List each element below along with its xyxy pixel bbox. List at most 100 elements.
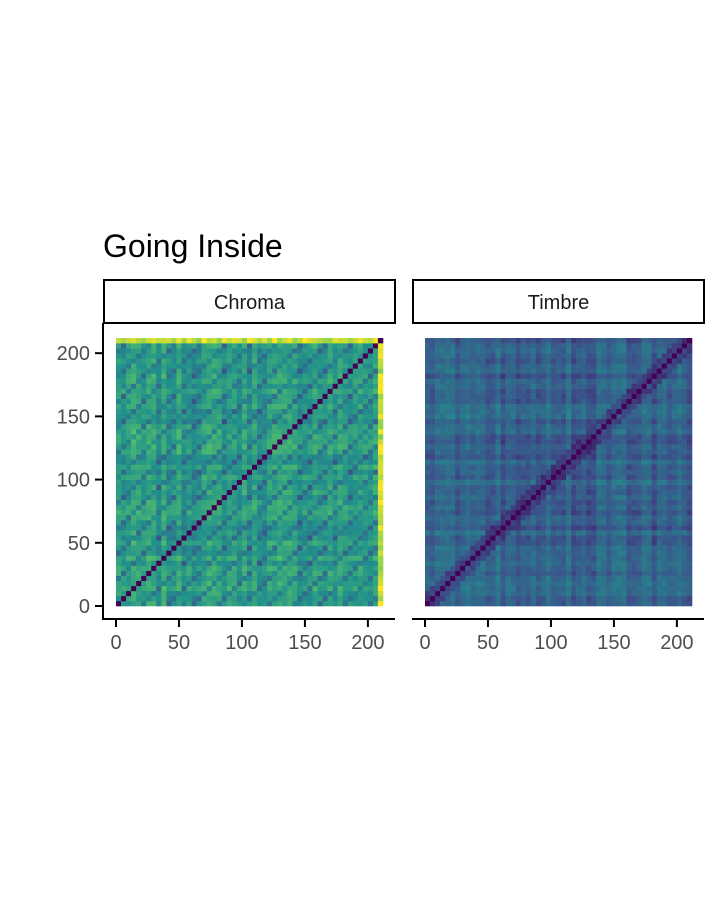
heatmap-cell: [561, 514, 567, 521]
heatmap-cell: [455, 469, 461, 475]
heatmap-cell: [530, 469, 537, 475]
heatmap-cell: [465, 378, 471, 384]
heatmap-cell: [322, 525, 328, 531]
heatmap-cell: [216, 338, 223, 344]
heatmap-cell: [171, 600, 177, 607]
heatmap-cell: [606, 358, 612, 364]
heatmap-cell: [241, 520, 248, 526]
heatmap-cell: [297, 514, 303, 521]
heatmap-cell: [282, 449, 288, 455]
heatmap-cell: [352, 363, 359, 369]
heatmap-cell: [312, 348, 318, 354]
heatmap-cell: [616, 429, 622, 435]
heatmap-cell: [611, 590, 617, 597]
heatmap-cell: [357, 474, 364, 480]
heatmap-cell: [545, 434, 552, 440]
heatmap-cell: [287, 444, 293, 450]
heatmap-cell: [342, 338, 349, 344]
heatmap-cell: [440, 348, 446, 354]
heatmap-cell: [530, 565, 537, 571]
heatmap-cell: [510, 449, 516, 455]
heatmap-cell: [480, 378, 486, 384]
heatmap-cell: [171, 504, 177, 511]
heatmap-cell: [475, 368, 481, 374]
heatmap-cell: [425, 560, 431, 566]
heatmap-cell: [342, 545, 349, 551]
heatmap-cell: [312, 479, 318, 485]
heatmap-cell: [377, 413, 384, 420]
heatmap-cell: [606, 550, 612, 556]
heatmap-cell: [292, 555, 298, 561]
heatmap-cell: [530, 383, 537, 389]
heatmap-cell: [616, 545, 622, 551]
heatmap-cell: [440, 580, 446, 587]
heatmap-cell: [460, 358, 466, 364]
heatmap-cell: [505, 514, 511, 521]
heatmap-cell: [561, 464, 567, 470]
heatmap-cell: [367, 469, 374, 475]
heatmap-cell: [596, 434, 602, 440]
heatmap-cell: [377, 575, 384, 582]
heatmap-cell: [500, 469, 506, 475]
heatmap-cell: [601, 454, 607, 460]
heatmap-cell: [342, 535, 349, 541]
heatmap-cell: [540, 358, 547, 364]
heatmap-cell: [601, 590, 607, 597]
heatmap-cell: [352, 454, 359, 460]
heatmap-cell: [435, 368, 441, 374]
heatmap-cell: [591, 474, 597, 480]
heatmap-cell: [257, 545, 263, 551]
heatmap-cell: [206, 600, 213, 607]
heatmap-cell: [611, 413, 617, 420]
heatmap-cell: [460, 373, 466, 379]
heatmap-cell: [181, 363, 187, 369]
strip-chroma-box: [103, 279, 396, 324]
heatmap-cell: [571, 373, 577, 379]
heatmap-cell: [196, 423, 202, 430]
heatmap-cell: [596, 423, 602, 430]
heatmap-cell: [347, 403, 354, 410]
heatmap-cell: [495, 535, 501, 541]
heatmap-cell: [282, 454, 288, 460]
heatmap-cell: [445, 494, 451, 501]
heatmap-cell: [480, 570, 486, 576]
heatmap-cell: [121, 570, 127, 576]
heatmap-cell: [236, 565, 243, 571]
heatmap-cell: [161, 504, 167, 511]
heatmap-cell: [262, 338, 268, 344]
heatmap-cell: [196, 560, 202, 566]
heatmap-cell: [485, 449, 491, 455]
heatmap-cell: [500, 555, 506, 561]
heatmap-cell: [236, 555, 243, 561]
heatmap-cell: [216, 570, 223, 576]
heatmap-cell: [520, 439, 527, 445]
heatmap-cell: [435, 555, 441, 561]
heatmap-cell: [460, 580, 466, 587]
heatmap-cell: [480, 565, 486, 571]
heatmap-cell: [561, 358, 567, 364]
heatmap-cell: [282, 595, 288, 602]
heatmap-cell: [611, 363, 617, 369]
heatmap-cell: [126, 504, 132, 511]
heatmap-cell: [116, 600, 122, 607]
heatmap-cell: [206, 535, 213, 541]
heatmap-cell: [216, 429, 223, 435]
heatmap-cell: [621, 499, 627, 506]
heatmap-cell: [576, 353, 582, 359]
heatmap-cell: [515, 363, 522, 369]
heatmap-cell: [550, 555, 557, 561]
heatmap-cell: [586, 530, 592, 536]
heatmap-cell: [596, 514, 602, 521]
heatmap-cell: [332, 590, 338, 597]
heatmap-cell: [357, 520, 364, 526]
heatmap-cell: [262, 403, 268, 410]
heatmap-cell: [277, 408, 283, 415]
heatmap-cell: [460, 413, 466, 420]
heatmap-cell: [332, 363, 338, 369]
heatmap-cell: [171, 595, 177, 602]
heatmap-cell: [141, 565, 147, 571]
heatmap-cell: [362, 580, 369, 587]
heatmap-cell: [596, 499, 602, 506]
heatmap-cell: [337, 353, 343, 359]
heatmap-cell: [465, 348, 471, 354]
